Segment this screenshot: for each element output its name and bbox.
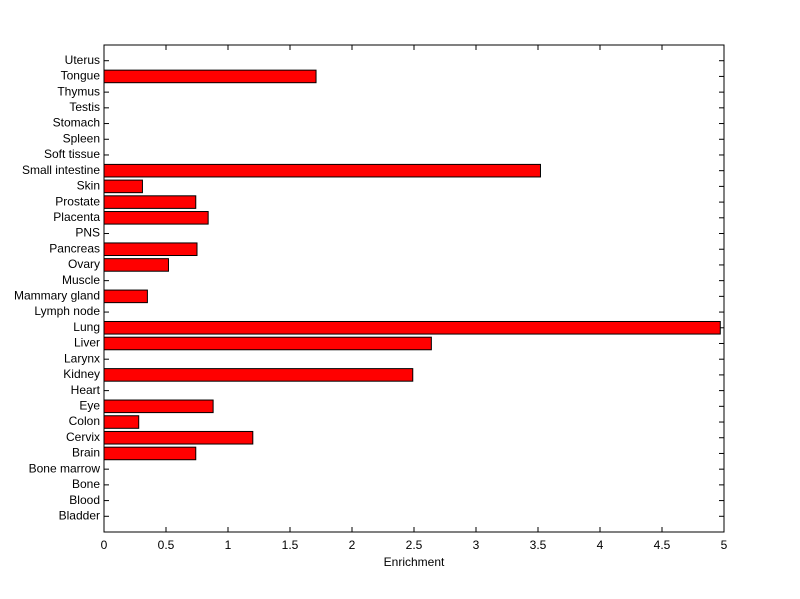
- y-tick-label: Larynx: [64, 351, 100, 365]
- bar: [103, 211, 209, 225]
- bar: [103, 399, 214, 414]
- bar: [103, 415, 140, 429]
- bar: [103, 446, 197, 461]
- y-tick-label: Cervix: [66, 430, 100, 444]
- x-tick-label: 4: [597, 538, 604, 552]
- bar: [103, 320, 721, 335]
- plot-area: [103, 44, 725, 533]
- x-axis-label: Enrichment: [384, 555, 445, 569]
- y-tick-label: Thymus: [57, 84, 100, 98]
- y-tick-label: Ovary: [68, 257, 100, 271]
- x-tick-label: 5: [721, 538, 728, 552]
- bar: [103, 179, 143, 194]
- y-tick-label: Stomach: [53, 116, 100, 130]
- y-tick-label: Uterus: [65, 53, 100, 67]
- y-tick-label: Placenta: [53, 210, 100, 224]
- y-tick-label: Kidney: [63, 367, 100, 381]
- y-tick-label: Lymph node: [34, 304, 100, 318]
- y-tick-label: Bone: [72, 477, 100, 491]
- y-tick-label: Brain: [72, 446, 100, 460]
- y-tick-label: Testis: [69, 100, 100, 114]
- y-tick-label: Blood: [69, 493, 100, 507]
- y-tick-label: Tongue: [61, 69, 101, 83]
- bar: [103, 289, 148, 304]
- y-tick-label: Colon: [69, 414, 100, 428]
- y-tick-label: Liver: [74, 336, 100, 350]
- x-tick-label: 1: [225, 538, 232, 552]
- y-tick-label: Bladder: [59, 508, 100, 522]
- y-tick-label: Pancreas: [49, 241, 100, 255]
- x-tick-label: 1.5: [282, 538, 299, 552]
- x-tick-label: 3: [473, 538, 480, 552]
- y-tick-label: Bone marrow: [29, 461, 101, 475]
- bar: [103, 242, 198, 257]
- x-tick-label: 2.5: [406, 538, 423, 552]
- bar: [103, 69, 317, 84]
- y-tick-label: PNS: [75, 226, 100, 240]
- x-tick-label: 3.5: [530, 538, 547, 552]
- bar: [103, 430, 254, 445]
- y-tick-label: Muscle: [62, 273, 100, 287]
- bar: [103, 368, 414, 382]
- y-tick-label: Skin: [77, 179, 100, 193]
- y-tick-label: Soft tissue: [44, 147, 100, 161]
- x-tick-label: 0.5: [158, 538, 175, 552]
- y-tick-label: Spleen: [63, 131, 100, 145]
- y-tick-label: Lung: [73, 320, 100, 334]
- x-tick-label: 2: [349, 538, 356, 552]
- bar: [103, 258, 169, 272]
- bar: [103, 336, 432, 351]
- y-tick-label: Heart: [71, 383, 101, 397]
- x-tick-label: 4.5: [654, 538, 671, 552]
- y-tick-label: Eye: [79, 398, 100, 412]
- y-tick-label: Small intestine: [22, 163, 100, 177]
- y-tick-label: Mammary gland: [14, 289, 100, 303]
- y-tick-label: Prostate: [55, 194, 100, 208]
- x-tick-label: 0: [101, 538, 108, 552]
- bar: [103, 195, 197, 209]
- bar: [103, 163, 541, 178]
